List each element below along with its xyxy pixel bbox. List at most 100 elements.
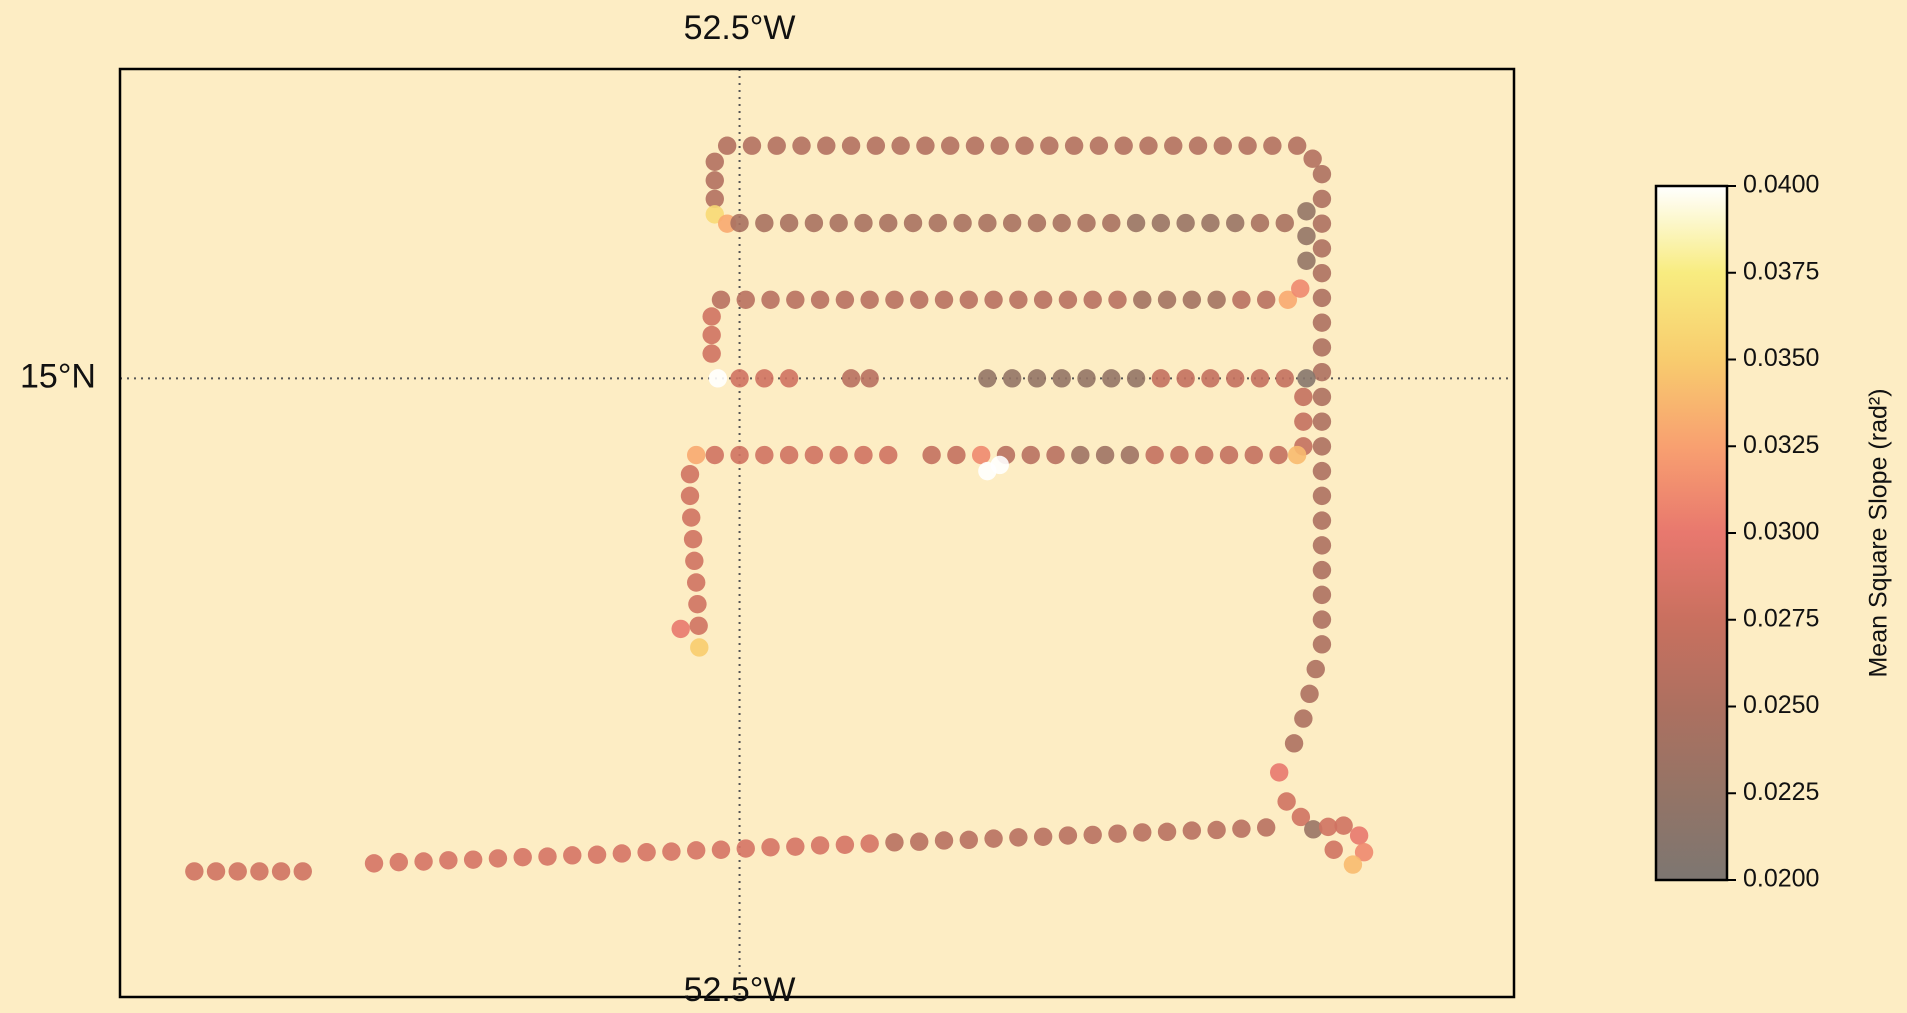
track-point bbox=[1312, 635, 1332, 654]
track-point bbox=[662, 842, 681, 861]
track-point bbox=[736, 839, 755, 858]
track-point bbox=[1318, 817, 1338, 837]
track-point bbox=[271, 862, 291, 881]
track-point bbox=[513, 847, 532, 867]
track-point bbox=[1304, 820, 1323, 839]
track-point bbox=[690, 638, 709, 657]
track-point bbox=[761, 290, 780, 309]
track-point bbox=[1108, 824, 1127, 843]
track-point bbox=[1244, 445, 1263, 465]
track-point bbox=[1027, 213, 1047, 233]
track-point bbox=[835, 835, 855, 855]
track-point bbox=[1297, 251, 1316, 270]
track-point bbox=[705, 152, 724, 171]
colorbar-tick-label: 0.0225 bbox=[1743, 778, 1819, 806]
track-point bbox=[1343, 855, 1363, 874]
track-point bbox=[1226, 369, 1245, 388]
track-point bbox=[705, 171, 724, 190]
track-point bbox=[860, 369, 879, 388]
track-point bbox=[1151, 369, 1171, 388]
track-point bbox=[206, 862, 226, 881]
track-point bbox=[1176, 369, 1195, 388]
track-point bbox=[1201, 369, 1220, 388]
track-point bbox=[1312, 610, 1332, 629]
map-frame bbox=[118, 67, 1516, 999]
track-point bbox=[1312, 437, 1332, 456]
track-point bbox=[538, 847, 557, 866]
track-point bbox=[1306, 659, 1325, 679]
track-point bbox=[1294, 709, 1313, 728]
track-point bbox=[1157, 822, 1177, 842]
track-point bbox=[1207, 820, 1226, 840]
track-point bbox=[786, 837, 805, 856]
track-point bbox=[934, 290, 954, 309]
colorbar-tick-label: 0.0200 bbox=[1743, 865, 1819, 893]
track-point bbox=[228, 862, 247, 881]
track-point bbox=[1064, 136, 1084, 155]
track-point bbox=[680, 486, 700, 506]
track-point bbox=[1291, 807, 1311, 827]
track-point bbox=[978, 369, 997, 388]
track-point bbox=[389, 852, 408, 872]
track-point bbox=[1226, 213, 1245, 233]
track-point bbox=[1077, 213, 1096, 233]
track-point bbox=[414, 852, 433, 871]
track-point bbox=[1046, 445, 1065, 465]
track-point bbox=[928, 213, 948, 233]
track-point bbox=[984, 290, 1003, 309]
track-point bbox=[841, 369, 861, 388]
track-point bbox=[563, 846, 582, 865]
track-point bbox=[1275, 369, 1294, 388]
track-point bbox=[829, 213, 848, 233]
track-point bbox=[1108, 290, 1127, 309]
track-point bbox=[711, 840, 731, 859]
track-point bbox=[1195, 445, 1214, 465]
track-point bbox=[688, 594, 707, 614]
track-point bbox=[1207, 290, 1226, 309]
track-point bbox=[941, 136, 960, 155]
track-point bbox=[1052, 369, 1071, 388]
track-point bbox=[934, 831, 954, 850]
track-point bbox=[1033, 290, 1053, 309]
track-point bbox=[1287, 445, 1307, 465]
track-point bbox=[730, 445, 749, 465]
track-point bbox=[755, 445, 774, 465]
track-point bbox=[1278, 290, 1298, 309]
track-point bbox=[860, 834, 879, 853]
track-point bbox=[829, 445, 848, 465]
track-point bbox=[689, 616, 708, 635]
track-point bbox=[767, 136, 786, 155]
y-tick-label: 15°N bbox=[20, 357, 96, 395]
track-point bbox=[702, 325, 721, 345]
track-point bbox=[1334, 816, 1353, 835]
track-point bbox=[1102, 369, 1121, 388]
track-point bbox=[685, 551, 704, 571]
axis-labels: 52.5°W 52.5°W 15°N bbox=[20, 9, 795, 1009]
track-point bbox=[1297, 369, 1316, 388]
track-point bbox=[1188, 136, 1208, 155]
track-point bbox=[1312, 189, 1332, 209]
track-point bbox=[587, 845, 607, 864]
track-point bbox=[711, 290, 731, 309]
colorbar-tick-label: 0.0350 bbox=[1743, 344, 1819, 372]
track-point bbox=[1250, 213, 1270, 233]
track-point bbox=[1312, 214, 1332, 233]
track-point bbox=[786, 290, 805, 309]
track-point bbox=[1312, 412, 1332, 431]
track-point bbox=[686, 841, 706, 860]
track-point bbox=[1089, 136, 1109, 155]
track-point bbox=[1139, 136, 1158, 155]
track-point bbox=[1002, 213, 1022, 233]
track-point bbox=[779, 445, 799, 465]
track-point bbox=[1114, 136, 1133, 155]
track-point bbox=[885, 290, 904, 309]
track-point bbox=[1312, 461, 1332, 481]
track-point bbox=[1312, 239, 1332, 258]
track-point bbox=[953, 213, 972, 233]
track-point bbox=[1077, 369, 1096, 388]
track-point bbox=[185, 862, 204, 881]
track-point bbox=[612, 844, 632, 863]
track-point bbox=[439, 851, 458, 870]
track-point bbox=[1021, 445, 1040, 465]
track-point bbox=[293, 862, 312, 881]
